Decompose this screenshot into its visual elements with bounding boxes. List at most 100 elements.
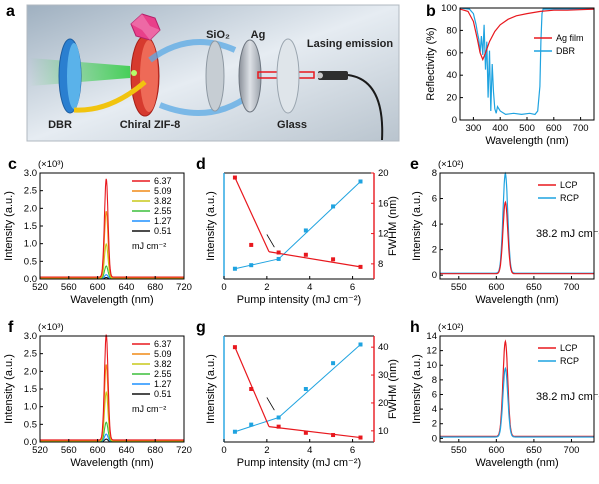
x-tick-label: 700 <box>564 445 580 456</box>
spectrum-3.82 <box>40 242 184 279</box>
x-tick-label: 600 <box>546 123 562 134</box>
x-tick-label: 600 <box>90 445 106 456</box>
panel-label-d: d <box>196 156 206 173</box>
zif-label: Chiral ZIF-8 <box>120 119 181 131</box>
panel-label-e: e <box>410 156 419 173</box>
x-tick-label: 650 <box>526 282 542 293</box>
fwhm-point <box>358 435 363 440</box>
x-tick-label: 550 <box>451 445 467 456</box>
unit-note: mJ cm⁻² <box>132 404 166 414</box>
x-tick-label: 560 <box>61 445 77 456</box>
x-axis-title: Pump intensity (mJ cm⁻²) <box>237 294 361 306</box>
y2-tick-label: 12 <box>378 229 389 240</box>
x-axis-title: Pump intensity (mJ cm⁻²) <box>237 457 361 469</box>
chart-h: 550 600 650 700 Wavelength (nm) 0 2 4 6 8 10 12 14 In… <box>411 322 599 469</box>
dbr-label: DBR <box>48 119 72 131</box>
y-tick-label: 14 <box>426 331 437 342</box>
y-tick-label: 0.5 <box>24 419 37 430</box>
intensity-point <box>249 422 254 427</box>
y-tick-label: 0 <box>432 433 437 444</box>
x-tick-label: 600 <box>488 282 504 293</box>
y2-tick-label: 20 <box>378 168 389 179</box>
spectrum-6.37 <box>40 334 184 441</box>
y-tick-label: 2 <box>432 419 437 430</box>
x-tick-label: 520 <box>32 445 48 456</box>
x-axis-title: Wavelength (nm) <box>70 457 153 469</box>
x-tick-label: 680 <box>147 445 163 456</box>
y2-tick-label: 8 <box>378 259 383 270</box>
y2-tick-label: 20 <box>378 398 389 409</box>
x-tick-label: 300 <box>465 123 481 134</box>
threshold-arrow <box>266 234 275 248</box>
y-tick-label: 2.5 <box>24 349 37 360</box>
x-tick-label: 680 <box>147 282 163 293</box>
intensity-point <box>331 204 336 209</box>
y-multiplier: (×10²) <box>438 159 464 170</box>
chart-b: 300 400 500 600 700 Wavelength (nm) 0 20 40 60 80 1… <box>425 3 595 147</box>
series-line-ag-film <box>459 8 595 62</box>
x-tick-label: 500 <box>519 123 535 134</box>
spectrum-5.09 <box>40 211 184 279</box>
glass-label: Glass <box>277 119 307 131</box>
intensity-point <box>276 256 281 261</box>
x-tick-label: 520 <box>32 282 48 293</box>
intensity-fit-above <box>278 344 361 418</box>
legend-label: 3.82 <box>154 359 172 369</box>
fwhm-point <box>276 424 281 429</box>
ag-label: Ag <box>251 29 266 41</box>
x-tick-label: 4 <box>307 445 312 456</box>
legend-label: LCP <box>560 343 578 353</box>
y-tick-label: 3.0 <box>24 331 37 342</box>
intensity-point <box>249 263 254 268</box>
panel-label-c: c <box>8 156 17 173</box>
spectrum-3.82 <box>40 390 184 442</box>
y-tick-label: 2.0 <box>24 203 37 214</box>
spectrum-lcp <box>440 200 594 275</box>
x-tick-label: 6 <box>350 445 355 456</box>
y-tick-label: 60 <box>446 48 457 59</box>
y-tick-label: 0 <box>432 270 437 281</box>
legend-label: LCP <box>560 180 578 190</box>
panel-label-a: a <box>6 3 15 20</box>
fwhm-fit-below <box>234 177 270 252</box>
pump-annotation: 38.2 mJ cm⁻² <box>536 228 599 240</box>
y-tick-label: 6 <box>432 194 437 205</box>
pump-annotation: 38.2 mJ cm⁻² <box>536 391 599 403</box>
legend-label: RCP <box>560 356 579 366</box>
x-axis-title: Wavelength (nm) <box>70 294 153 306</box>
y-tick-label: 6 <box>432 389 437 400</box>
intensity-point <box>232 429 237 434</box>
legend-label: DBR <box>556 46 576 56</box>
legend-label: 0.51 <box>154 226 172 236</box>
y-multiplier: (×10³) <box>38 322 64 333</box>
y-tick-label: 2.5 <box>24 186 37 197</box>
fiber-connector <box>318 71 348 80</box>
dbr-face <box>67 43 81 109</box>
legend-label: 0.51 <box>154 389 172 399</box>
y-axis-title: Intensity (a.u.) <box>411 191 423 261</box>
threshold-arrow <box>266 397 275 411</box>
spectrum-5.09 <box>40 364 184 442</box>
y-tick-label: 20 <box>446 93 457 104</box>
x-tick-label: 4 <box>307 282 312 293</box>
fwhm-point <box>249 387 254 391</box>
fwhm-point <box>331 433 336 438</box>
x-tick-label: 600 <box>90 282 106 293</box>
legend-label: Ag film <box>556 33 584 43</box>
legend-label: 2.55 <box>154 206 172 216</box>
intensity-point <box>358 179 363 184</box>
intensity-point <box>232 266 237 271</box>
y-tick-label: 4 <box>432 404 437 415</box>
fiber-tip <box>317 72 323 79</box>
x-tick-label: 640 <box>118 445 134 456</box>
legend-label: 6.37 <box>154 176 172 186</box>
y-tick-label: 3.0 <box>24 168 37 179</box>
intensity-point <box>331 361 336 366</box>
lasing-label: Lasing emission <box>307 38 393 50</box>
x-tick-label: 600 <box>488 445 504 456</box>
